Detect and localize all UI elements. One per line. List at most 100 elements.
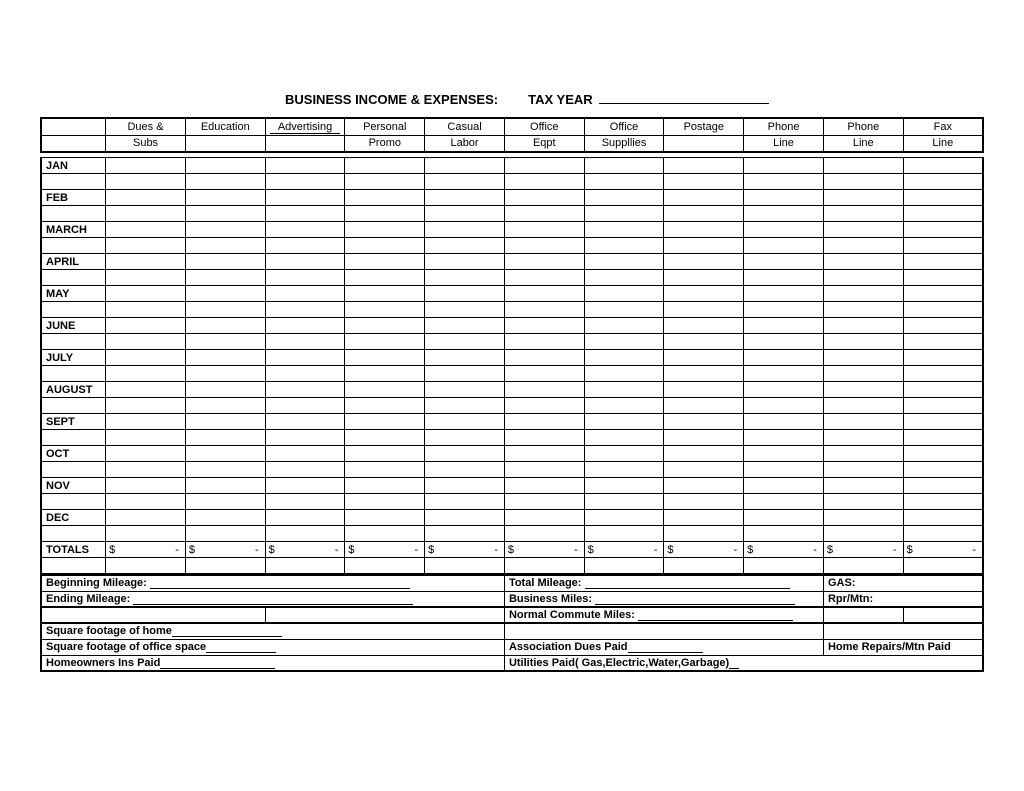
expense-cell[interactable]: [664, 414, 744, 430]
total-mileage[interactable]: Total Mileage:: [504, 575, 823, 591]
expense-cell[interactable]: [584, 254, 664, 270]
gas[interactable]: GAS:: [823, 575, 983, 591]
expense-cell[interactable]: [345, 334, 425, 350]
expense-cell[interactable]: [823, 222, 903, 238]
expense-cell[interactable]: [903, 494, 983, 510]
expense-cell[interactable]: [584, 526, 664, 542]
expense-cell[interactable]: [41, 174, 106, 190]
association-dues-paid[interactable]: Association Dues Paid: [504, 639, 823, 655]
expense-cell[interactable]: [425, 238, 505, 254]
expense-cell[interactable]: [41, 430, 106, 446]
expense-cell[interactable]: [425, 366, 505, 382]
expense-cell[interactable]: [106, 222, 186, 238]
expense-cell[interactable]: [903, 286, 983, 302]
expense-cell[interactable]: [345, 478, 425, 494]
expense-cell[interactable]: [664, 526, 744, 542]
expense-cell[interactable]: [504, 366, 584, 382]
expense-cell[interactable]: [185, 286, 265, 302]
expense-cell[interactable]: [345, 286, 425, 302]
expense-cell[interactable]: [744, 414, 824, 430]
expense-cell[interactable]: [185, 318, 265, 334]
expense-cell[interactable]: [584, 158, 664, 174]
expense-cell[interactable]: [425, 494, 505, 510]
expense-cell[interactable]: [504, 270, 584, 286]
expense-cell[interactable]: [823, 190, 903, 206]
expense-cell[interactable]: [106, 334, 186, 350]
expense-cell[interactable]: [265, 510, 345, 526]
expense-cell[interactable]: [504, 334, 584, 350]
expense-cell[interactable]: [106, 382, 186, 398]
expense-cell[interactable]: [584, 446, 664, 462]
expense-cell[interactable]: [185, 430, 265, 446]
expense-cell[interactable]: [584, 510, 664, 526]
expense-cell[interactable]: [185, 238, 265, 254]
expense-cell[interactable]: [903, 446, 983, 462]
expense-cell[interactable]: [345, 398, 425, 414]
expense-cell[interactable]: [664, 238, 744, 254]
expense-cell[interactable]: [823, 398, 903, 414]
expense-cell[interactable]: [504, 446, 584, 462]
expense-cell[interactable]: [345, 494, 425, 510]
expense-cell[interactable]: [106, 494, 186, 510]
expense-cell[interactable]: [823, 350, 903, 366]
expense-cell[interactable]: [664, 462, 744, 478]
expense-cell[interactable]: [345, 430, 425, 446]
expense-cell[interactable]: [425, 206, 505, 222]
expense-cell[interactable]: [504, 430, 584, 446]
expense-cell[interactable]: [903, 462, 983, 478]
expense-cell[interactable]: [504, 302, 584, 318]
expense-cell[interactable]: [744, 462, 824, 478]
expense-cell[interactable]: [744, 446, 824, 462]
expense-cell[interactable]: [425, 398, 505, 414]
expense-cell[interactable]: [664, 494, 744, 510]
expense-cell[interactable]: [106, 510, 186, 526]
expense-cell[interactable]: [41, 302, 106, 318]
expense-cell[interactable]: [903, 510, 983, 526]
expense-cell[interactable]: [744, 318, 824, 334]
expense-cell[interactable]: [425, 254, 505, 270]
expense-cell[interactable]: [106, 270, 186, 286]
expense-cell[interactable]: [185, 334, 265, 350]
expense-cell[interactable]: [823, 158, 903, 174]
expense-cell[interactable]: [744, 478, 824, 494]
expense-cell[interactable]: [265, 398, 345, 414]
expense-cell[interactable]: [425, 446, 505, 462]
expense-cell[interactable]: [106, 318, 186, 334]
expense-cell[interactable]: [504, 206, 584, 222]
expense-cell[interactable]: [744, 366, 824, 382]
expense-cell[interactable]: [584, 350, 664, 366]
expense-cell[interactable]: [106, 462, 186, 478]
expense-cell[interactable]: [185, 414, 265, 430]
expense-cell[interactable]: [106, 526, 186, 542]
square-footage-office[interactable]: Square footage of office space: [41, 639, 504, 655]
expense-cell[interactable]: [664, 318, 744, 334]
expense-cell[interactable]: [823, 462, 903, 478]
expense-cell[interactable]: [265, 494, 345, 510]
expense-cell[interactable]: [823, 254, 903, 270]
expense-cell[interactable]: [903, 430, 983, 446]
expense-cell[interactable]: [265, 318, 345, 334]
rpr-mtn[interactable]: Rpr/Mtn:: [823, 591, 983, 607]
expense-cell[interactable]: [664, 382, 744, 398]
expense-cell[interactable]: [584, 366, 664, 382]
expense-cell[interactable]: [185, 446, 265, 462]
expense-cell[interactable]: [584, 462, 664, 478]
expense-cell[interactable]: [744, 430, 824, 446]
expense-cell[interactable]: [823, 510, 903, 526]
expense-cell[interactable]: [185, 302, 265, 318]
expense-cell[interactable]: [664, 206, 744, 222]
expense-cell[interactable]: [664, 174, 744, 190]
expense-cell[interactable]: [664, 398, 744, 414]
expense-cell[interactable]: [504, 350, 584, 366]
expense-cell[interactable]: [903, 334, 983, 350]
expense-cell[interactable]: [265, 174, 345, 190]
expense-cell[interactable]: [41, 526, 106, 542]
expense-cell[interactable]: [106, 190, 186, 206]
expense-cell[interactable]: [185, 526, 265, 542]
expense-cell[interactable]: [903, 398, 983, 414]
expense-cell[interactable]: [425, 414, 505, 430]
expense-cell[interactable]: [584, 318, 664, 334]
expense-cell[interactable]: [584, 190, 664, 206]
expense-cell[interactable]: [185, 222, 265, 238]
square-footage-home[interactable]: Square footage of home: [41, 623, 504, 639]
